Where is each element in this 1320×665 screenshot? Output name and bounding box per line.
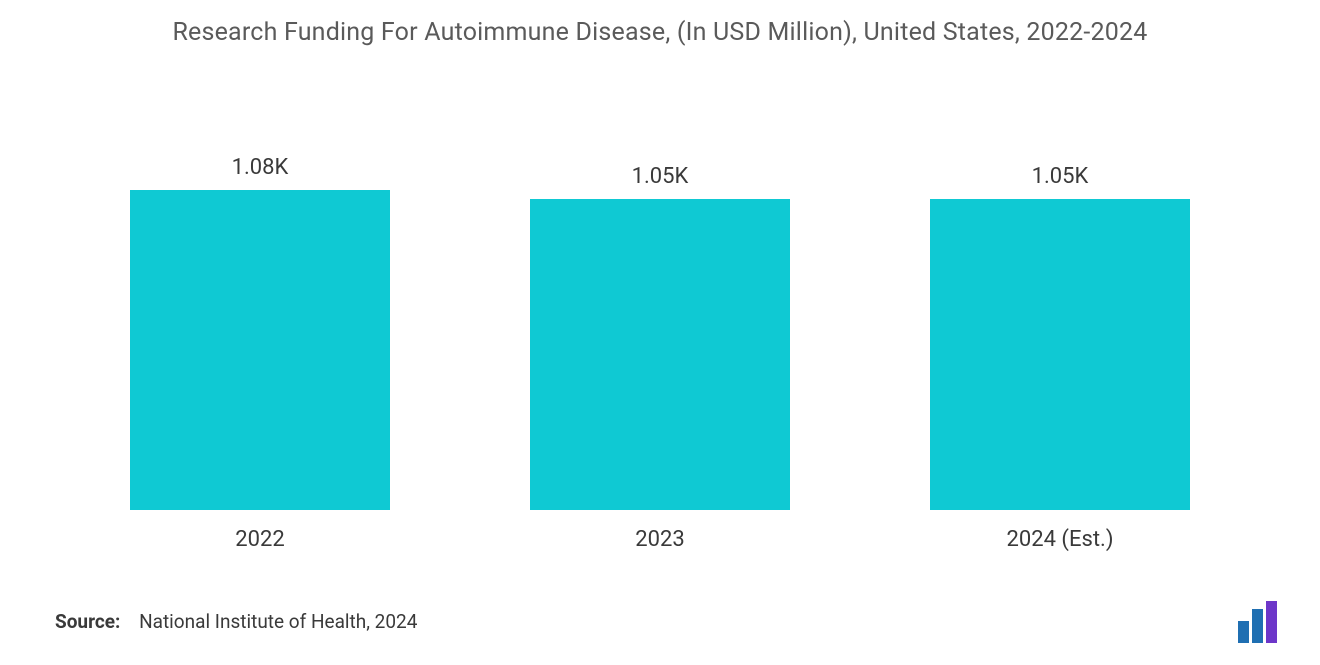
value-label: 1.05K	[460, 164, 860, 189]
bar-slot-2022: 1.08K	[60, 95, 460, 510]
x-tick: 2022	[60, 527, 460, 552]
source-citation: Source: National Institute of Health, 20…	[55, 610, 417, 633]
bars-group: 1.08K 1.05K 1.05K	[60, 95, 1260, 510]
bar-slot-2024: 1.05K	[860, 95, 1260, 510]
x-axis: 2022 2023 2024 (Est.)	[60, 527, 1260, 552]
bar-slot-2023: 1.05K	[460, 95, 860, 510]
chart-container: Research Funding For Autoimmune Disease,…	[0, 0, 1320, 665]
source-text: National Institute of Health, 2024	[139, 610, 417, 633]
value-label: 1.05K	[860, 164, 1260, 189]
value-label: 1.08K	[60, 155, 460, 180]
source-label: Source:	[55, 610, 120, 633]
logo-svg	[1232, 601, 1288, 643]
chart-title: Research Funding For Autoimmune Disease,…	[0, 0, 1320, 47]
plot-area: 1.08K 1.05K 1.05K	[60, 95, 1260, 510]
x-tick: 2024 (Est.)	[860, 527, 1260, 552]
bar-2023	[530, 199, 790, 510]
bar-2024	[930, 199, 1190, 510]
bar-2022	[130, 190, 390, 510]
mordor-logo-icon	[1232, 601, 1288, 643]
x-tick: 2023	[460, 527, 860, 552]
